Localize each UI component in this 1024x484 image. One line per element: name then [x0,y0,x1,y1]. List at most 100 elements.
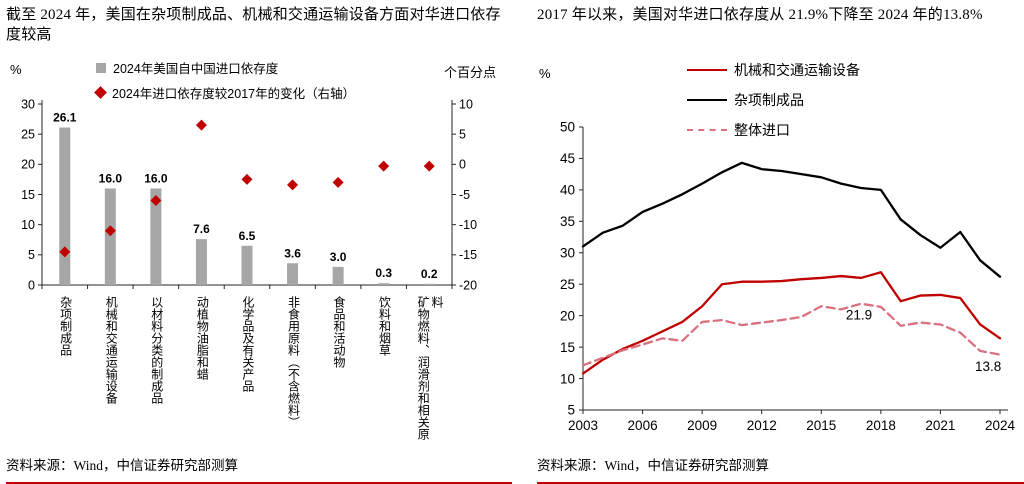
bar-value-label: 3.6 [284,246,301,260]
bar [423,283,435,285]
legend-item-diamond: 2024年进口依存度较2017年的变化（右轴） [94,83,356,102]
right-axis-tick-label: 5 [459,128,466,142]
y-axis-tick-label: 50 [560,120,575,135]
left-chart-area: % 个百分点 2024年美国自中国进口依存度 2024年进口依存度较2017年的… [6,50,512,446]
legend-label-misc: 杂项制成品 [734,92,804,108]
data-annotation: 21.9 [846,307,872,322]
right-chart-panel: 2017 年以来，美国对华进口依存度从 21.9%下降至 2024 年的13.8… [537,0,1024,484]
category-label: 动植物油脂和蜡 [195,296,210,380]
left-axis-tick-label: 5 [28,248,35,262]
bar-swatch-icon [96,62,106,73]
legend-label-total: 整体进口 [734,122,790,138]
black-line-swatch-icon [687,99,727,101]
right-chart-legend: 机械和交通运输设备 杂项制成品 整体进口 [687,60,860,140]
legend-item-machinery: 机械和交通运输设备 [687,60,860,80]
category-label: 矿物燃料、润滑剂和相关原料 [416,296,445,440]
diamond-marker [241,173,253,185]
right-axis-tick-label: 10 [459,97,473,111]
left-chart-title: 截至 2024 年，美国在杂项制成品、机械和交通运输设备方面对华进口依存度较高 [6,7,501,44]
right-chart-title: 2017 年以来，美国对华进口依存度从 21.9%下降至 2024 年的13.8… [537,7,983,23]
footer-rule-right [537,482,1024,484]
diamond-swatch-icon [94,86,107,99]
bar [287,263,299,285]
right-axis-tick-label: -20 [459,278,477,292]
bar-value-label: 0.2 [421,267,438,281]
left-source-note: 资料来源：Wind，中信证券研究部测算 [6,458,238,473]
line-series-solid [581,161,1002,278]
y-axis-tick-label: 25 [560,277,575,292]
bar [332,266,344,285]
left-chart-panel: 截至 2024 年，美国在杂项制成品、机械和交通运输设备方面对华进口依存度较高 … [6,0,512,484]
x-axis-tick-label: 2018 [866,418,896,433]
left-axis-tick-label: 0 [28,278,35,292]
legend-label-diamond: 2024年进口依存度较2017年的变化（右轴） [112,87,356,101]
diamond-marker [59,246,71,258]
right-axis-tick-label: -15 [459,248,477,262]
legend-item-misc: 杂项制成品 [687,90,860,110]
category-label: 食品和活动物 [332,296,346,368]
bar-value-label: 0.3 [375,266,392,280]
diamond-marker [378,160,390,172]
legend-item-bar: 2024年美国自中国进口依存度 [96,58,355,77]
y-axis-tick-label: 35 [560,214,575,229]
diamond-marker [287,179,299,191]
category-label: 杂项制成品 [58,296,73,356]
x-axis-tick-label: 2012 [747,418,777,433]
right-axis-tick-label: -5 [459,188,470,202]
left-axis-tick-label: 25 [21,128,35,142]
y-axis-tick-label: 10 [560,371,575,386]
category-label: 以材料分类的制成品 [149,296,164,404]
diamond-marker [423,160,435,172]
bar [378,283,390,285]
red-line-swatch-icon [687,69,727,71]
right-axis-tick-label: 0 [459,158,466,172]
bar-value-label: 26.1 [53,111,77,125]
right-line-chart: 5 10 15 20 25 30 35 40 45 50 2003 2006 2009 2012 2015 2… [560,120,1016,433]
x-axis-tick-label: 2009 [687,418,717,433]
y-axis-tick-label: 5 [567,403,575,418]
y-axis-tick-label: 30 [560,246,575,261]
bar [150,188,162,285]
legend-item-total: 整体进口 [687,120,860,140]
diamond-marker [150,195,162,207]
bar [195,239,207,285]
category-label: 非食用原料（不含燃料） [286,296,301,428]
y-axis-tick-label: 20 [560,308,575,323]
footer-rule-left [6,482,512,484]
category-label: 化学品及有关产品 [240,296,255,392]
diamond-marker [104,225,116,237]
left-axis-tick-label: 30 [21,97,35,111]
left-axis-tick-label: 10 [21,218,35,232]
bar-value-label: 3.0 [330,250,347,264]
left-axis-unit-label: % [10,62,22,77]
bar [241,245,253,285]
right-axis-tick-label: -10 [459,218,477,232]
dashed-line-swatch-icon [687,129,727,131]
diamond-marker [195,119,207,131]
x-axis-tick-label: 2024 [985,418,1016,433]
legend-label-machinery: 机械和交通运输设备 [734,62,860,78]
right-chart-area: % 机械和交通运输设备 杂项制成品 整体进口 5 10 15 20 25 30 35 40 45… [537,50,1024,450]
line-series-dashed [581,302,1002,367]
x-axis-tick-label: 2015 [806,418,836,433]
right-axis-unit-label: 个百分点 [443,65,496,80]
data-annotation: 13.8 [975,359,1001,374]
bar-value-label: 7.6 [193,222,210,236]
line-series-solid [581,271,1002,375]
x-axis-tick-label: 2021 [925,418,955,433]
right-source-note: 资料来源：Wind，中信证券研究部测算 [537,458,769,473]
legend-label-bar: 2024年美国自中国进口依存度 [113,62,279,76]
category-label: 饮料和烟草 [377,296,392,356]
bar [104,188,116,285]
bar-value-label: 6.5 [239,229,256,243]
y-axis-unit-label: % [539,66,551,81]
diamond-marker [332,176,344,188]
bar [59,127,71,285]
left-axis-tick-label: 20 [21,158,35,172]
left-bar-chart: 0 5 10 15 20 25 30 -20 -15 -10 -5 0 5 10 26.1 16.0 16.0 7… [21,97,477,292]
x-axis-tick-label: 2006 [628,418,658,433]
bar-value-label: 16.0 [99,171,123,185]
category-label: 机械和交通运输设备 [104,296,119,404]
bar-value-label: 16.0 [144,171,168,185]
left-axis-tick-label: 15 [21,188,35,202]
